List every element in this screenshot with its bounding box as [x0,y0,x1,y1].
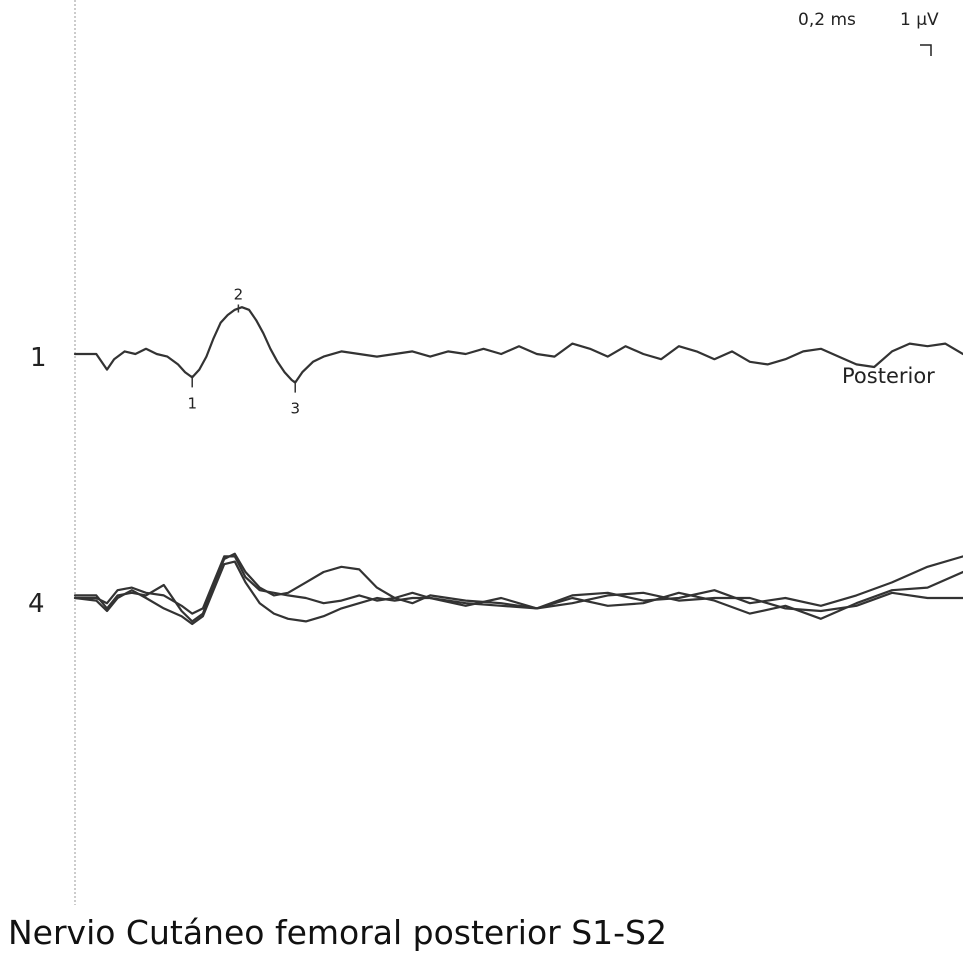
marker-2-label: 2 [234,286,244,304]
trace-4-series-1 [73,552,963,623]
calibration-mark [920,44,932,56]
trace-4-series-2 [73,555,963,615]
trace-1-number: 1 [30,343,47,373]
trace-4-series-3 [73,560,963,626]
marker-1-label: 1 [187,394,197,412]
time-scale-label: 0,2 ms [798,10,856,30]
trace-1-site-label: Posterior [842,364,935,388]
trace-1-group: 1 1 2 3 Posterior [30,286,963,418]
trace-1-series-1 [73,306,963,384]
trace-4-group: 4 [28,552,963,626]
figure-caption: Nervio Cutáneo femoral posterior S1-S2 [8,913,668,952]
marker-3-label: 3 [290,400,300,418]
amplitude-scale-label: 1 µV [900,10,939,30]
trace-4-number: 4 [28,589,45,619]
